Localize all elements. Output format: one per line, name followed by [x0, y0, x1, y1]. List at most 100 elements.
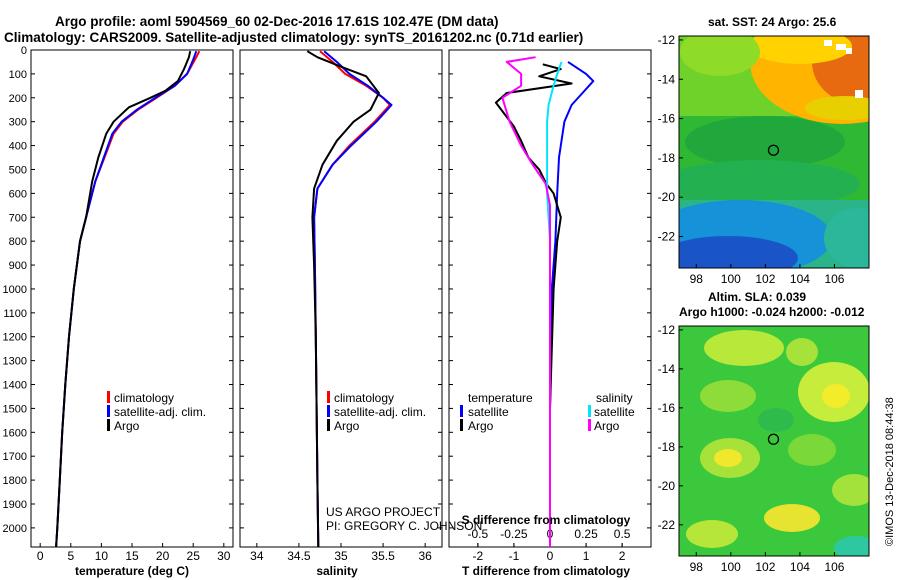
- depth-tick-label: 1300: [3, 356, 27, 368]
- sst-map-lon-tick-label: 104: [790, 272, 810, 286]
- depth-tick-label: 2000: [3, 523, 27, 535]
- difference-s-x-tick-label: -0.25: [500, 527, 528, 541]
- temperature-x-tick-label: 15: [125, 549, 139, 563]
- legend-swatch-argo: [327, 419, 330, 431]
- depth-tick-label: 300: [9, 117, 27, 129]
- temperature-x-tick-label: 10: [95, 549, 109, 563]
- difference-xlabel-top: S difference from climatology: [462, 513, 631, 527]
- difference-t-x-tick-label: 1: [583, 549, 590, 563]
- legend-label-satellite: satellite-adj. clim.: [334, 405, 426, 419]
- legend-label-satellite: satellite-adj. clim.: [114, 405, 206, 419]
- depth-tick-label: 1700: [3, 451, 27, 463]
- sst-map-lon-tick-label: 100: [721, 272, 741, 286]
- depth-tick-label: 0: [21, 45, 27, 57]
- sst-map-lon-tick-label: 106: [824, 272, 844, 286]
- depth-tick-label: 1500: [3, 403, 27, 415]
- legend-swatch-s-satellite: [588, 405, 591, 417]
- sla-map-lon-tick-label: 106: [824, 560, 844, 574]
- credit-line-1: US ARGO PROJECT: [326, 505, 441, 519]
- salinity-panel: [239, 49, 443, 548]
- depth-tick-label: 1200: [3, 332, 27, 344]
- depth-tick-label: 1900: [3, 499, 27, 511]
- legend-swatch-t-satellite: [460, 405, 463, 417]
- difference-t-x-tick-label: -2: [473, 549, 484, 563]
- depth-tick-label: 1600: [3, 427, 27, 439]
- sla-map-lat-tick-label: -22: [658, 518, 676, 532]
- depth-tick-label: 1000: [3, 284, 27, 296]
- salinity-xlabel: salinity: [316, 564, 358, 578]
- temperature-panel: [30, 49, 234, 548]
- temperature-x-tick-label: 0: [37, 549, 44, 563]
- difference-s-x-tick-label: 0.5: [614, 527, 631, 541]
- depth-tick-label: 700: [9, 212, 27, 224]
- sla-map-lon-tick-label: 104: [790, 560, 810, 574]
- credit-line-2: PI: GREGORY C. JOHNSON: [326, 519, 482, 533]
- sst-map-lat-tick-label: -20: [658, 190, 676, 204]
- salinity-x-tick-label: 36: [418, 549, 432, 563]
- temperature-x-tick-label: 30: [217, 549, 231, 563]
- legend-swatch-argo: [107, 419, 110, 431]
- sst-map-lat-tick-label: -12: [658, 33, 676, 47]
- salinity-x-tick-label: 35.5: [371, 549, 395, 563]
- difference-series-s-argo: [501, 56, 551, 547]
- depth-tick-label: 400: [9, 141, 27, 153]
- depth-tick-label: 500: [9, 164, 27, 176]
- legend-swatch-satellite: [327, 405, 330, 417]
- sla-map-frame: [678, 325, 870, 557]
- temperature-xlabel: temperature (deg C): [75, 564, 189, 578]
- sla-map-lat-tick-label: -18: [658, 440, 676, 454]
- legend-swatch-satellite: [107, 405, 110, 417]
- depth-tick-label: 100: [9, 69, 27, 81]
- sst-map-lon-tick-label: 102: [755, 272, 775, 286]
- sla-map-lon-tick-label: 100: [721, 560, 741, 574]
- difference-t-x-tick-label: -1: [509, 549, 520, 563]
- sst-map-title: sat. SST: 24 Argo: 25.6: [708, 15, 837, 29]
- salinity-series-argo: [306, 50, 380, 547]
- difference-s-x-tick-label: 0.25: [574, 527, 598, 541]
- difference-t-x-tick-label: 0: [547, 549, 554, 563]
- depth-tick-label: 1800: [3, 475, 27, 487]
- legend-label-argo: Argo: [334, 419, 360, 433]
- difference-xlabel-bottom: T difference from climatology: [462, 564, 630, 578]
- sst-map-lat-tick-label: -18: [658, 151, 676, 165]
- sst-profile-location-marker: [767, 144, 780, 156]
- legend-header-temperature: temperature: [468, 391, 533, 405]
- title-line-2: Climatology: CARS2009. Satellite-adjuste…: [4, 30, 583, 45]
- sla-map-lat-tick-label: -14: [658, 362, 676, 376]
- sst-map-image: [679, 36, 869, 268]
- temperature-x-tick-label: 5: [67, 549, 74, 563]
- salinity-x-tick-label: 34: [250, 549, 264, 563]
- timestamp: ©IMOS 13-Dec-2018 08:44:38: [884, 397, 896, 546]
- depth-tick-label: 200: [9, 93, 27, 105]
- sla-map-lon-tick-label: 98: [690, 560, 704, 574]
- sla-map-lat-tick-label: -16: [658, 401, 676, 415]
- difference-series-t-satellite: [549, 61, 595, 547]
- depth-tick-label: 1100: [3, 308, 27, 320]
- salinity-x-tick-label: 35: [334, 549, 348, 563]
- legend-swatch-s-argo: [588, 419, 591, 431]
- legend-label-s-argo: Argo: [594, 419, 620, 433]
- legend-header-salinity: salinity: [596, 391, 633, 405]
- legend-label-argo: Argo: [114, 419, 140, 433]
- depth-tick-label: 900: [9, 260, 27, 272]
- legend-label-climatology: climatology: [334, 391, 394, 405]
- difference-legend: temperature salinity satellite Argo sate…: [460, 391, 635, 433]
- sla-map-lon-tick-label: 102: [755, 560, 775, 574]
- depth-tick-label: 800: [9, 236, 27, 248]
- sla-map-lat-tick-label: -12: [658, 323, 676, 337]
- salinity-x-tick-label: 34.5: [287, 549, 311, 563]
- sst-map-lat-tick-label: -22: [658, 230, 676, 244]
- difference-t-x-tick-label: 2: [619, 549, 626, 563]
- sst-map-lon-tick-label: 98: [690, 272, 704, 286]
- sla-map-lat-tick-label: -20: [658, 479, 676, 493]
- temperature-series-argo: [55, 50, 192, 547]
- difference-series-t-argo: [494, 63, 573, 547]
- legend-swatch-climatology: [107, 391, 110, 403]
- title-line-1: Argo profile: aoml 5904569_60 02-Dec-201…: [55, 14, 498, 29]
- salinity-legend: climatology satellite-adj. clim. Argo: [327, 391, 426, 433]
- temperature-x-tick-label: 25: [187, 549, 201, 563]
- difference-s-x-tick-label: -0.5: [468, 527, 489, 541]
- depth-tick-label: 600: [9, 188, 27, 200]
- temperature-legend: climatology satellite-adj. clim. Argo: [107, 391, 206, 433]
